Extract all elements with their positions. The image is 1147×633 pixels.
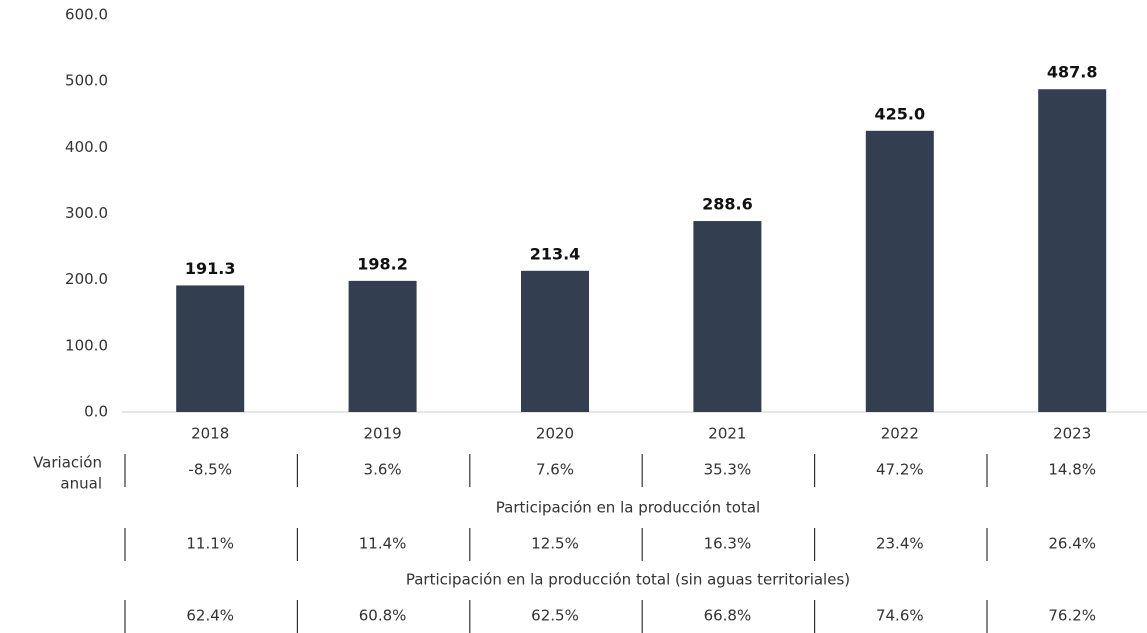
table-cell: 62.4% (186, 607, 234, 625)
table-cell: 14.8% (1048, 461, 1096, 479)
x-tick-label: 2022 (881, 425, 919, 443)
x-tick-label: 2020 (536, 425, 574, 443)
value-label: 213.4 (530, 244, 581, 263)
table-cell: 76.2% (1048, 607, 1096, 625)
y-tick-label: 0.0 (84, 403, 108, 421)
row-title: Participación en la producción total (496, 499, 760, 517)
y-tick-label: 600.0 (65, 6, 108, 24)
x-tick-label: 2021 (708, 425, 746, 443)
table-cell: 35.3% (704, 461, 752, 479)
x-tick-label: 2018 (191, 425, 229, 443)
table-cell: -8.5% (188, 461, 232, 479)
value-label: 487.8 (1047, 63, 1098, 82)
bar (1038, 89, 1107, 412)
table-cell: 26.4% (1048, 535, 1096, 553)
table-cell: 16.3% (704, 535, 752, 553)
bar (176, 285, 245, 412)
row-title: Participación en la producción total (si… (406, 571, 850, 589)
y-tick-label: 300.0 (65, 204, 108, 222)
table-cell: 7.6% (536, 461, 574, 479)
y-tick-label: 500.0 (65, 72, 108, 90)
table-cell: 11.4% (359, 535, 407, 553)
bar (693, 221, 762, 412)
table-cell: 3.6% (364, 461, 402, 479)
value-label: 288.6 (702, 195, 753, 214)
row-label: anual (60, 475, 102, 493)
value-label: 198.2 (357, 254, 408, 273)
row-label: Variación (33, 454, 102, 472)
bar (521, 270, 589, 412)
y-tick-label: 100.0 (65, 336, 108, 354)
table-cell: 12.5% (531, 535, 579, 553)
x-tick-label: 2023 (1053, 425, 1091, 443)
table-cell: 23.4% (876, 535, 924, 553)
table-cell: 74.6% (876, 607, 924, 625)
bar (865, 130, 934, 412)
y-tick-label: 400.0 (65, 138, 108, 156)
table-cell: 62.5% (531, 607, 579, 625)
value-label: 425.0 (874, 104, 925, 123)
bar (348, 280, 417, 412)
y-tick-label: 200.0 (65, 270, 108, 288)
table-cell: 47.2% (876, 461, 924, 479)
value-label: 191.3 (185, 259, 236, 278)
x-tick-label: 2019 (364, 425, 402, 443)
table-cell: 11.1% (186, 535, 234, 553)
table-cell: 66.8% (704, 607, 752, 625)
table-cell: 60.8% (359, 607, 407, 625)
